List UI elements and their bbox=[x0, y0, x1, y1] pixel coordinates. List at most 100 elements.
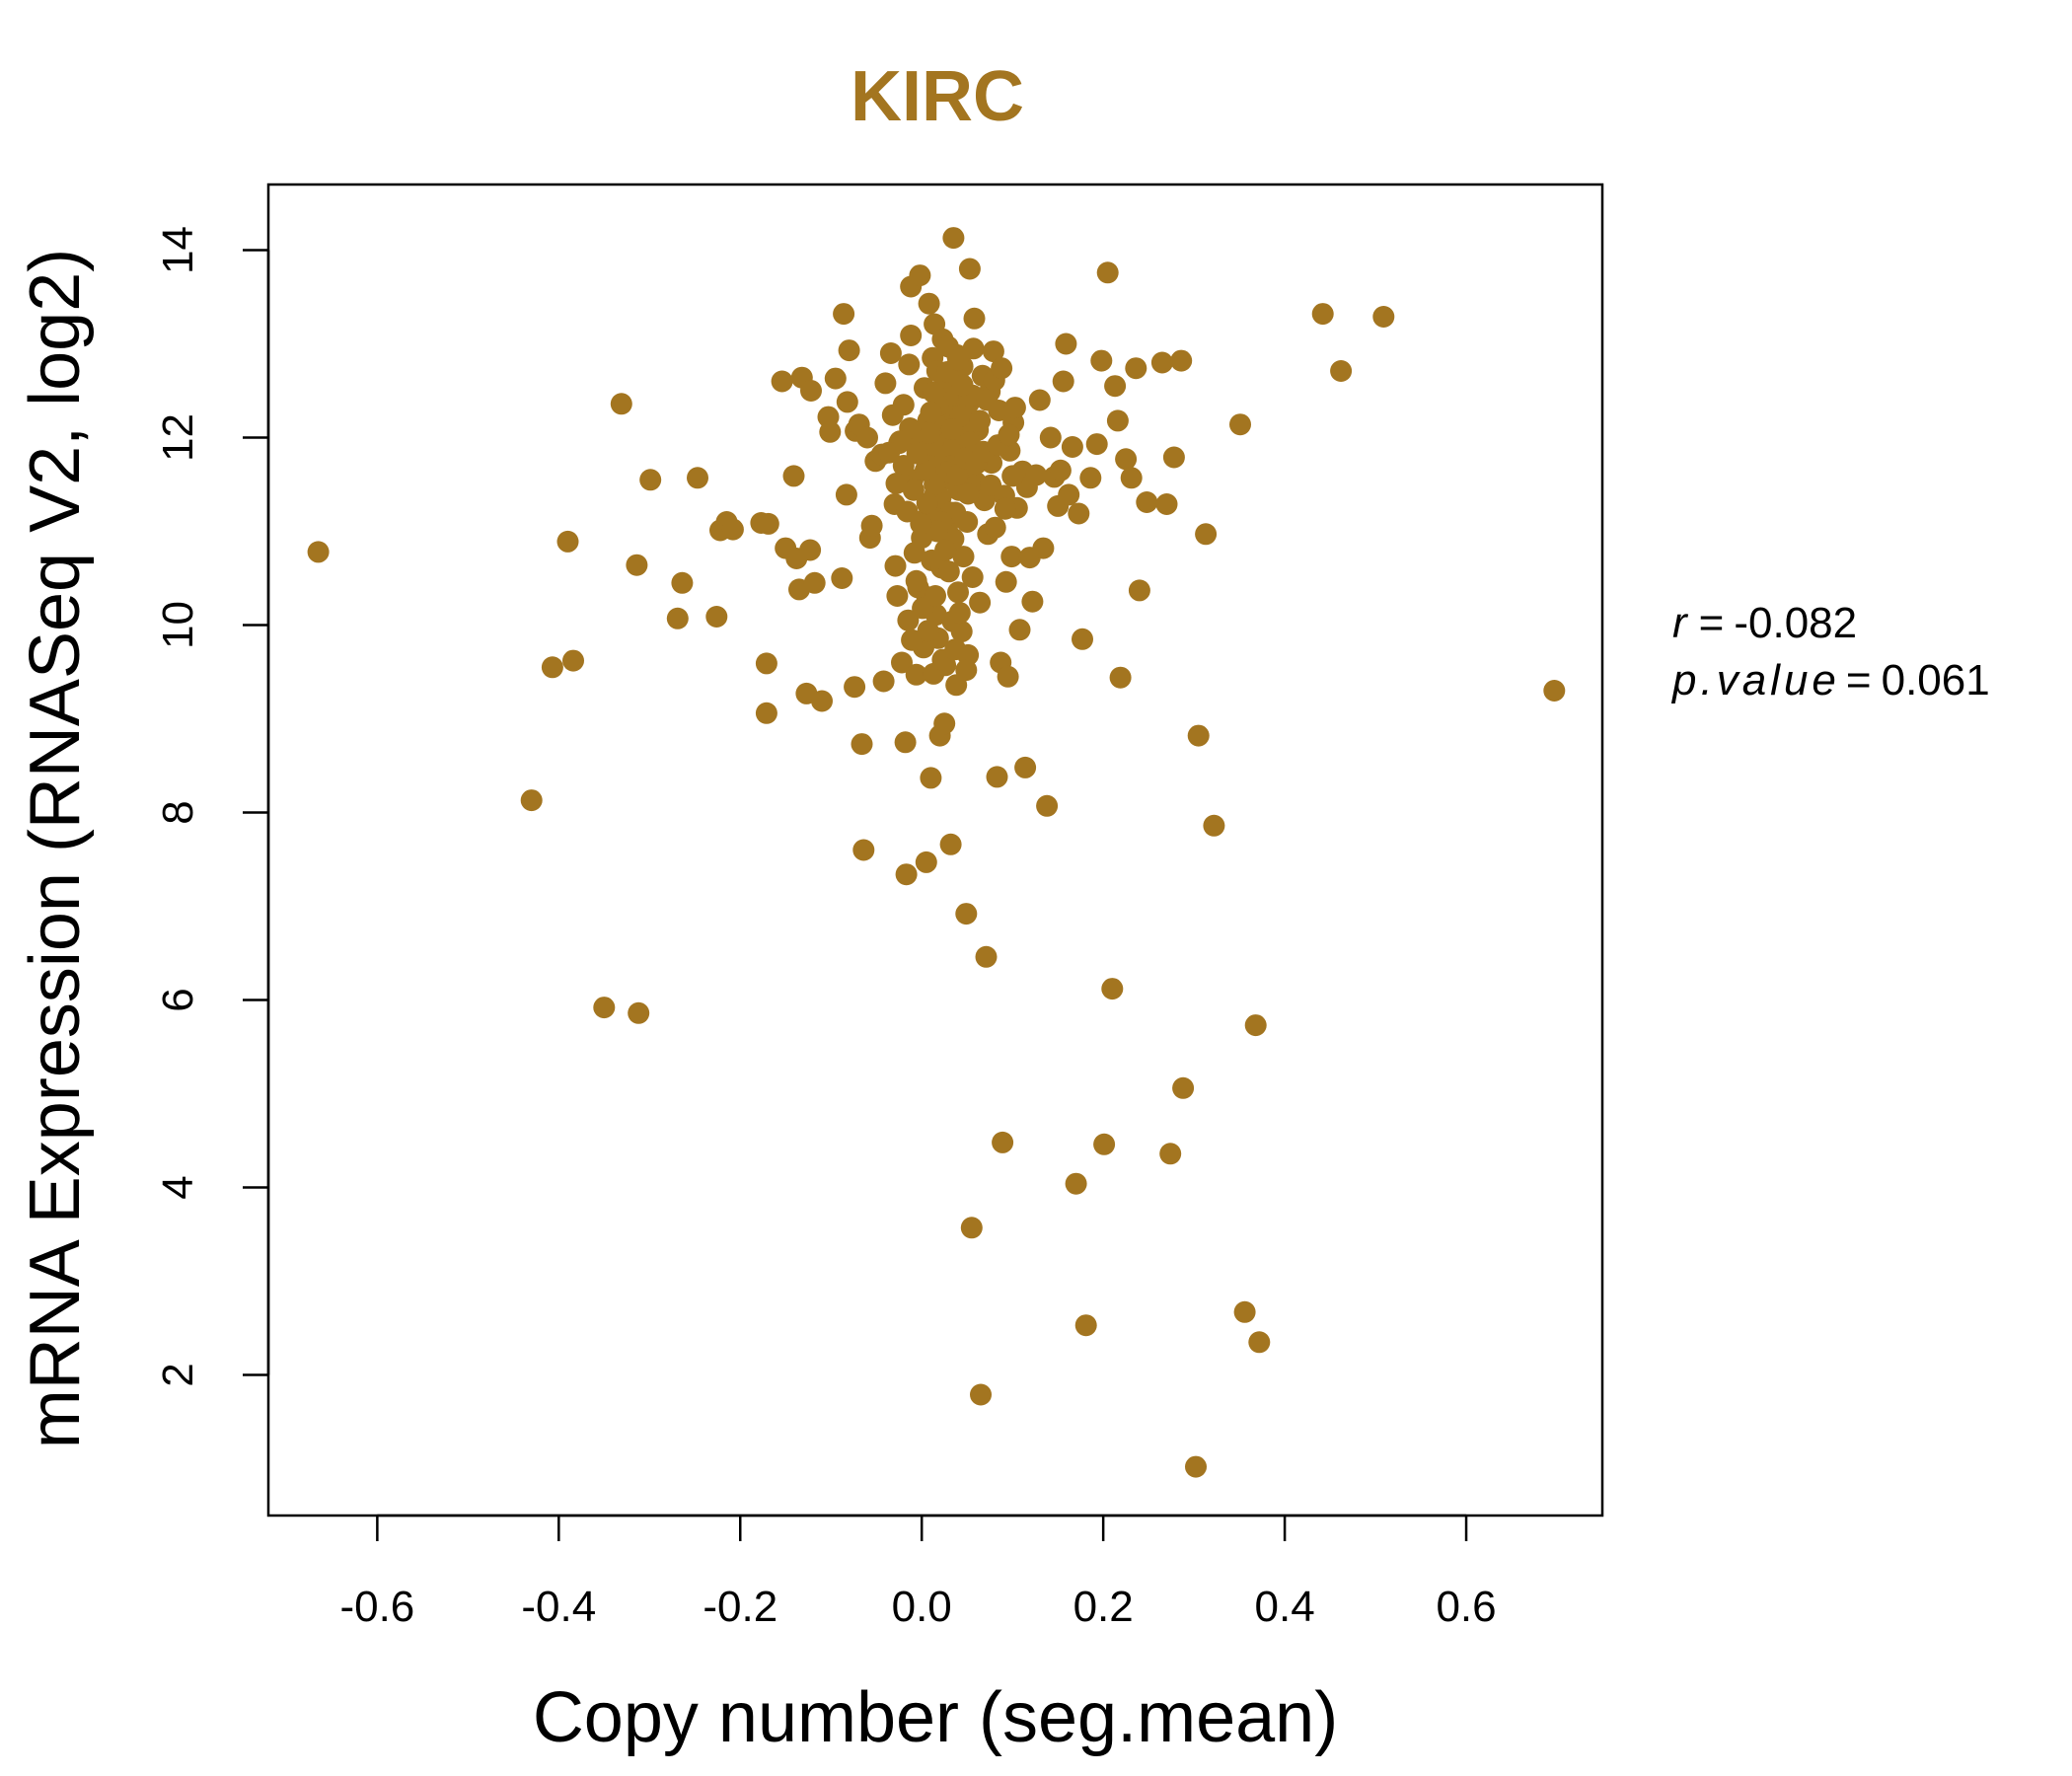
data-point-235 bbox=[923, 381, 945, 404]
data-point-196 bbox=[1187, 724, 1210, 747]
x-axis-label: Copy number (seg.mean) bbox=[533, 1678, 1338, 1757]
chart-title: KIRC bbox=[851, 57, 1024, 136]
data-point-162 bbox=[1036, 794, 1059, 817]
y-axis: 2 4 6 8 10 12 14 bbox=[154, 226, 270, 1387]
x-tick-label-0: -0.6 bbox=[339, 1583, 414, 1631]
data-point-34 bbox=[824, 367, 847, 390]
data-point-230 bbox=[946, 464, 969, 486]
data-point-248 bbox=[902, 479, 925, 501]
data-point-28 bbox=[799, 539, 822, 561]
data-point-54 bbox=[884, 555, 907, 577]
data-point-163 bbox=[1039, 426, 1062, 449]
data-point-185 bbox=[1120, 467, 1143, 489]
data-point-206 bbox=[1543, 680, 1566, 702]
data-point-197 bbox=[1195, 523, 1218, 546]
data-point-177 bbox=[1090, 349, 1113, 372]
r-statistic: r = -0.082 bbox=[1672, 599, 1857, 647]
data-point-16 bbox=[721, 518, 744, 541]
data-point-33 bbox=[819, 420, 842, 443]
data-point-131 bbox=[969, 591, 992, 614]
data-point-37 bbox=[835, 483, 857, 506]
data-point-43 bbox=[851, 733, 873, 756]
data-point-31 bbox=[811, 690, 833, 712]
data-point-36 bbox=[833, 303, 855, 326]
data-point-275 bbox=[948, 602, 971, 625]
data-point-246 bbox=[947, 348, 969, 371]
data-point-146 bbox=[995, 570, 1017, 593]
data-point-47 bbox=[860, 514, 883, 537]
data-point-257 bbox=[969, 409, 992, 432]
data-point-159 bbox=[1025, 464, 1048, 486]
r-label: r bbox=[1672, 599, 1689, 647]
data-point-276 bbox=[955, 659, 978, 682]
data-point-5 bbox=[593, 997, 616, 1019]
x-tick-label-1: -0.4 bbox=[521, 1583, 596, 1631]
data-point-174 bbox=[1074, 1314, 1097, 1337]
data-point-55 bbox=[886, 585, 909, 607]
data-point-125 bbox=[960, 1217, 983, 1239]
y-tick-label-6: 14 bbox=[154, 226, 202, 274]
p-value-statistic: p.value = 0.061 bbox=[1670, 656, 1990, 704]
data-point-176 bbox=[1085, 433, 1108, 456]
data-point-179 bbox=[1096, 261, 1119, 284]
data-point-95 bbox=[933, 712, 956, 735]
data-point-141 bbox=[986, 766, 1008, 788]
p-value-value: 0.061 bbox=[1882, 656, 1990, 704]
data-point-38 bbox=[836, 391, 858, 413]
data-point-194 bbox=[1172, 1076, 1195, 1099]
data-point-203 bbox=[1311, 303, 1334, 326]
data-point-13 bbox=[705, 606, 728, 628]
data-point-132 bbox=[970, 1383, 992, 1406]
data-point-39 bbox=[838, 339, 860, 362]
x-tick-label-2: -0.2 bbox=[703, 1583, 777, 1631]
data-point-181 bbox=[1104, 375, 1127, 398]
data-point-172 bbox=[1068, 502, 1090, 525]
data-point-120 bbox=[956, 511, 979, 533]
data-point-204 bbox=[1330, 360, 1353, 382]
data-point-184 bbox=[1115, 448, 1138, 471]
data-point-168 bbox=[1055, 333, 1077, 355]
data-point-266 bbox=[1001, 465, 1024, 487]
data-point-135 bbox=[975, 945, 998, 968]
data-point-123 bbox=[958, 258, 981, 280]
data-point-4 bbox=[562, 649, 584, 672]
data-point-189 bbox=[1150, 351, 1173, 374]
data-point-23 bbox=[782, 465, 805, 487]
data-point-3 bbox=[556, 530, 579, 553]
data-point-241 bbox=[925, 520, 948, 543]
data-point-18 bbox=[755, 652, 777, 675]
data-point-40 bbox=[844, 676, 866, 699]
data-point-240 bbox=[951, 374, 974, 397]
data-point-274 bbox=[944, 638, 967, 661]
data-point-128 bbox=[963, 307, 986, 330]
data-point-151 bbox=[1003, 397, 1026, 419]
data-point-116 bbox=[952, 546, 975, 568]
data-point-268 bbox=[901, 629, 924, 651]
data-point-57 bbox=[891, 651, 913, 674]
data-point-61 bbox=[897, 609, 920, 631]
y-tick-label-1: 4 bbox=[154, 1175, 202, 1199]
data-point-186 bbox=[1125, 357, 1147, 380]
y-tick-label-2: 6 bbox=[154, 988, 202, 1011]
data-point-149 bbox=[1000, 546, 1023, 568]
data-point-110 bbox=[947, 581, 969, 604]
data-point-260 bbox=[980, 474, 1002, 496]
y-tick-label-4: 10 bbox=[154, 601, 202, 649]
data-point-244 bbox=[957, 482, 980, 505]
data-point-1 bbox=[520, 789, 543, 812]
data-point-200 bbox=[1233, 1300, 1256, 1323]
data-point-7 bbox=[626, 554, 648, 576]
data-point-192 bbox=[1162, 446, 1185, 469]
data-point-187 bbox=[1128, 579, 1150, 602]
data-point-9 bbox=[639, 469, 662, 491]
data-point-127 bbox=[962, 337, 985, 360]
data-point-2 bbox=[541, 656, 563, 679]
data-point-52 bbox=[879, 342, 902, 364]
data-point-59 bbox=[894, 731, 917, 754]
data-point-205 bbox=[1372, 306, 1395, 328]
data-point-173 bbox=[1072, 628, 1093, 650]
data-point-251 bbox=[892, 455, 915, 477]
data-point-114 bbox=[950, 621, 973, 643]
data-point-29 bbox=[800, 380, 822, 402]
data-point-263 bbox=[991, 357, 1013, 380]
